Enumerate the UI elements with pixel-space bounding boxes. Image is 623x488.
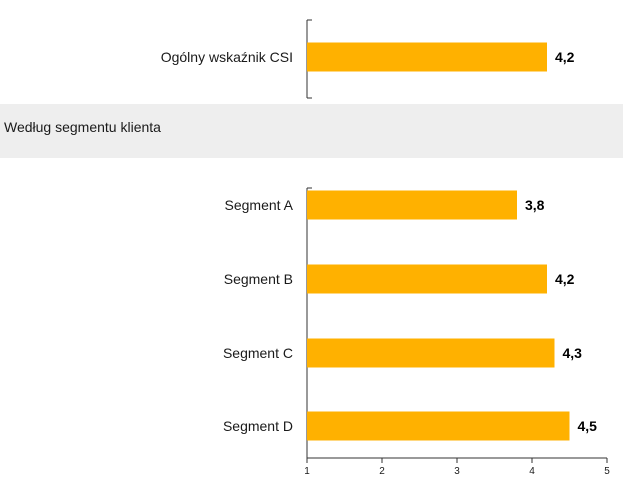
value-label: 4,5: [578, 418, 598, 434]
section-bands: [0, 104, 623, 158]
bar: [307, 338, 555, 368]
bars: [307, 42, 570, 441]
section-heading: Według segmentu klienta: [4, 119, 161, 135]
bar: [307, 411, 570, 441]
x-tick-label: 4: [529, 466, 535, 477]
category-label: Segment B: [224, 271, 293, 287]
category-label: Segment C: [223, 345, 293, 361]
category-label: Segment A: [225, 197, 294, 213]
category-label: Ogólny wskaźnik CSI: [161, 49, 293, 65]
value-label: 4,2: [555, 49, 575, 65]
value-label: 4,2: [555, 271, 575, 287]
labels: Ogólny wskaźnik CSI 4,2 Według segmentu kl…: [4, 49, 597, 434]
value-label: 3,8: [525, 197, 545, 213]
x-tick-label: 5: [604, 466, 610, 477]
bar: [307, 190, 517, 220]
value-label: 4,3: [563, 345, 583, 361]
x-tick-label: 3: [454, 466, 460, 477]
value-axis: 1 2 3 4 5: [304, 19, 610, 477]
bar: [307, 42, 547, 72]
bar: [307, 264, 547, 294]
x-tick-label: 1: [304, 466, 310, 477]
section-band: [0, 104, 623, 158]
category-label: Segment D: [223, 418, 293, 434]
x-tick-label: 2: [379, 466, 385, 477]
